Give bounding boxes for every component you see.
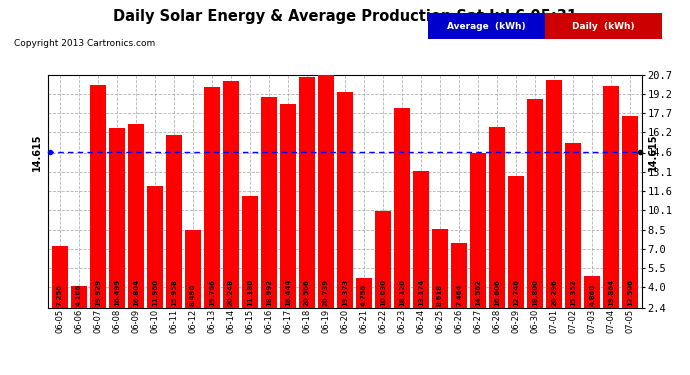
Bar	[261, 97, 277, 308]
Bar	[318, 75, 334, 308]
Bar	[394, 108, 410, 307]
Bar	[375, 210, 391, 308]
Text: Daily  (kWh): Daily (kWh)	[573, 22, 635, 31]
Text: 20.248: 20.248	[228, 279, 234, 306]
Bar	[622, 116, 638, 308]
Bar	[565, 143, 581, 308]
Bar	[109, 128, 125, 308]
Bar	[299, 77, 315, 308]
Text: 16.606: 16.606	[494, 279, 500, 306]
Bar	[241, 196, 258, 308]
Bar	[413, 171, 429, 308]
Text: 14.562: 14.562	[475, 279, 481, 306]
Text: 13.174: 13.174	[418, 278, 424, 306]
Text: 4.756: 4.756	[361, 284, 367, 306]
Bar	[489, 127, 505, 308]
Bar	[603, 86, 620, 308]
Bar	[584, 276, 600, 308]
Text: 14.615: 14.615	[32, 134, 42, 171]
Text: 12.746: 12.746	[513, 279, 519, 306]
Text: 18.800: 18.800	[532, 279, 538, 306]
Bar	[432, 228, 448, 308]
Bar	[70, 286, 87, 308]
Bar	[280, 104, 296, 308]
Bar	[185, 230, 201, 308]
Bar	[527, 99, 543, 308]
Text: 18.444: 18.444	[285, 278, 291, 306]
Text: 17.506: 17.506	[627, 279, 633, 306]
Text: 8.490: 8.490	[190, 283, 196, 306]
Text: Daily Solar Energy & Average Production Sat Jul 6 05:31: Daily Solar Energy & Average Production …	[113, 9, 577, 24]
Text: 20.566: 20.566	[304, 279, 310, 306]
Bar	[204, 87, 220, 308]
Text: 10.030: 10.030	[380, 279, 386, 306]
Text: 15.352: 15.352	[570, 279, 576, 306]
Text: 4.106: 4.106	[76, 284, 81, 306]
Text: Average  (kWh): Average (kWh)	[447, 22, 526, 31]
Text: 18.120: 18.120	[399, 279, 405, 306]
Bar	[337, 92, 353, 308]
Text: 7.464: 7.464	[456, 283, 462, 306]
Text: 16.804: 16.804	[132, 279, 139, 306]
Text: Copyright 2013 Cartronics.com: Copyright 2013 Cartronics.com	[14, 39, 155, 48]
Bar	[508, 176, 524, 308]
Text: 19.864: 19.864	[609, 279, 614, 306]
Text: 11.960: 11.960	[152, 279, 158, 306]
Text: 19.929: 19.929	[95, 279, 101, 306]
Text: 19.373: 19.373	[342, 279, 348, 306]
Text: 16.499: 16.499	[114, 279, 120, 306]
Text: 20.296: 20.296	[551, 279, 558, 306]
Bar	[451, 243, 467, 308]
Text: 4.860: 4.860	[589, 284, 595, 306]
Bar	[166, 135, 182, 308]
Bar	[52, 246, 68, 308]
Bar	[128, 124, 144, 308]
Bar	[223, 81, 239, 308]
Bar	[356, 278, 372, 308]
Text: 20.739: 20.739	[323, 279, 329, 306]
Text: 19.766: 19.766	[209, 279, 215, 306]
Bar	[147, 186, 163, 308]
Text: 11.180: 11.180	[247, 279, 253, 306]
Bar	[90, 85, 106, 308]
Text: 15.958: 15.958	[171, 279, 177, 306]
Bar	[470, 153, 486, 308]
Text: 18.992: 18.992	[266, 279, 272, 306]
Text: 7.256: 7.256	[57, 284, 63, 306]
Bar	[546, 80, 562, 308]
Text: 8.618: 8.618	[437, 284, 443, 306]
Text: 14.615: 14.615	[648, 134, 658, 171]
